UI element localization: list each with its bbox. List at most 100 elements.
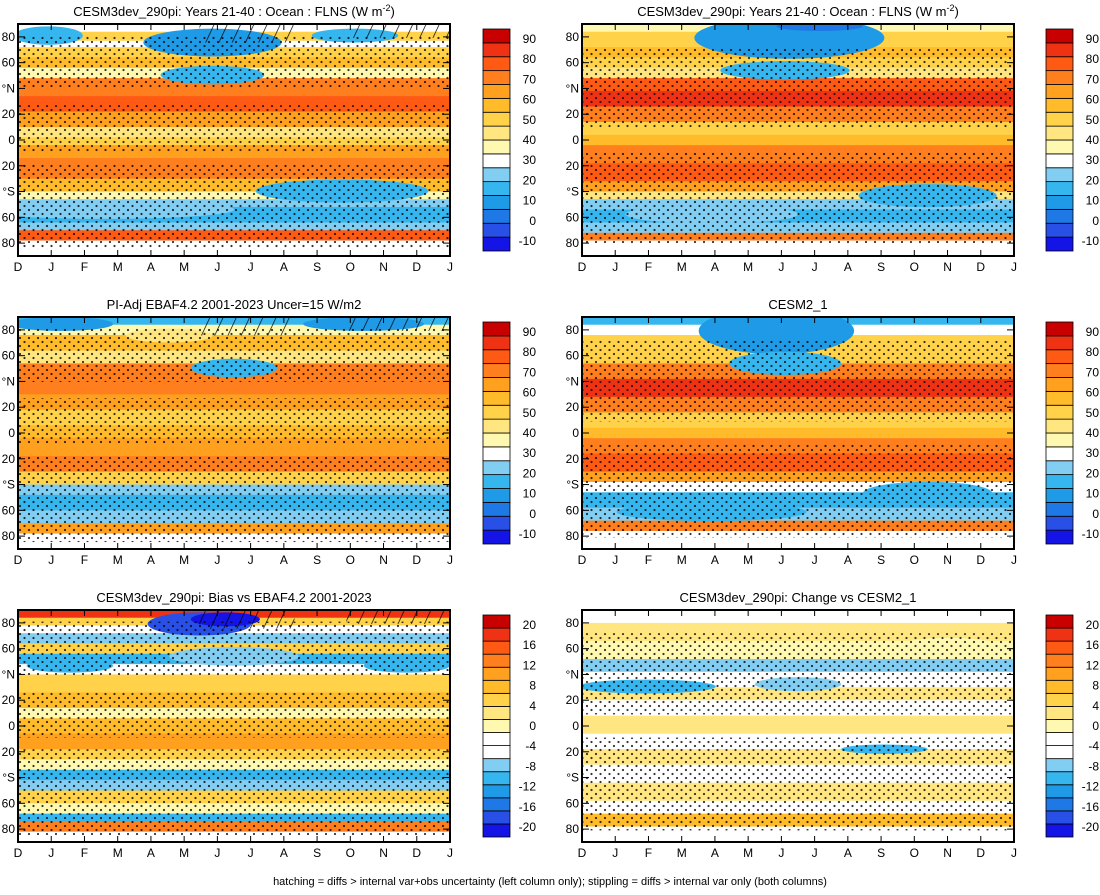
x-tick-label: A <box>147 553 155 567</box>
colorbar-swatch <box>1045 706 1074 720</box>
colorbar-label: 90 <box>1086 32 1100 46</box>
colorbar-label: 30 <box>1086 446 1100 460</box>
colorbar-label: -8 <box>1088 759 1099 773</box>
colorbar-label: -16 <box>519 800 537 814</box>
x-tick-label: J <box>48 553 54 567</box>
colorbar-swatch <box>482 706 511 720</box>
colorbar-swatch <box>1045 529 1074 545</box>
colorbar-label: 90 <box>1086 325 1100 339</box>
colorbar-swatch <box>1045 692 1074 707</box>
contour-band <box>582 134 1014 146</box>
panel-2: D J F M A M J J A S O N D J 80 60 °N 20 0 20 °S 60 80 CESM3dev_… <box>566 3 1100 274</box>
title-main: CESM2_1 <box>768 297 827 312</box>
colorbar-swatch <box>482 432 511 448</box>
colorbar-swatch <box>482 70 511 85</box>
y-tick-label: 80 <box>566 236 580 250</box>
x-tick-label: J <box>248 846 254 860</box>
colorbar-label: -12 <box>519 780 537 794</box>
x-tick-label: J <box>778 553 784 567</box>
x-tick-label: F <box>645 260 652 274</box>
x-tick-label: O <box>910 846 919 860</box>
y-tick-label: °S <box>566 771 579 785</box>
title-sup: -2 <box>946 3 954 13</box>
hatching <box>346 317 450 331</box>
colorbar-swatch <box>482 321 511 337</box>
contour-band <box>582 427 1014 439</box>
colorbar-label: 10 <box>1086 194 1100 208</box>
colorbar-swatch <box>482 181 511 196</box>
x-tick-label: M <box>179 260 189 274</box>
colorbar-swatch <box>482 719 511 733</box>
y-tick-label: 0 <box>572 133 579 147</box>
colorbar-label: 20 <box>1086 173 1100 187</box>
colorbar-label: 80 <box>523 345 537 359</box>
colorbar-swatch <box>482 732 511 746</box>
colorbar-label: 70 <box>1086 72 1100 86</box>
colorbar-label: 10 <box>1086 487 1100 501</box>
stippling <box>18 328 450 382</box>
y-tick-label: 20 <box>2 693 16 707</box>
panel-title: CESM3dev_290pi: Years 21-40 : Ocean : FL… <box>73 3 395 19</box>
x-tick-label: J <box>248 260 254 274</box>
stippling <box>18 456 450 543</box>
colorbar-label: -20 <box>519 820 537 834</box>
colorbar-label: 70 <box>523 72 537 86</box>
colorbar-label: -4 <box>1088 739 1099 753</box>
x-tick-label: J <box>812 846 818 860</box>
x-tick-label: F <box>81 846 88 860</box>
hatching <box>199 24 295 43</box>
colorbar-swatch <box>1045 125 1074 141</box>
title-main: CESM3dev_290pi: Years 21-40 : Ocean : FL… <box>73 4 382 19</box>
y-tick-label: 80 <box>566 323 580 337</box>
panel-title: PI-Adj EBAF4.2 2001-2023 Uncer=15 W/m2 <box>107 297 362 312</box>
colorbar-swatch <box>482 515 511 531</box>
x-tick-label: N <box>379 260 388 274</box>
x-tick-label: N <box>943 553 952 567</box>
panel-5: D J F M A M J J A S O N D J8060°N20020°S6080CESM3dev_… <box>2 590 537 860</box>
colorbar-swatch <box>482 627 511 642</box>
x-tick-label: O <box>910 260 919 274</box>
colorbar-label: 70 <box>1086 365 1100 379</box>
y-tick-label: 60 <box>2 210 16 224</box>
title-main: PI-Adj EBAF4.2 2001-2023 Uncer=15 W/m2 <box>107 297 362 312</box>
colorbar-swatch <box>1045 181 1074 196</box>
x-tick-label: J <box>612 553 618 567</box>
colorbar-swatch <box>482 222 511 238</box>
x-tick-label: M <box>179 553 189 567</box>
colorbar-label: 30 <box>523 153 537 167</box>
colorbar-label: 8 <box>529 679 536 693</box>
colorbar-label: -10 <box>519 234 537 248</box>
x-tick-label: J <box>447 846 453 860</box>
x-tick-label: D <box>14 260 23 274</box>
colorbar-label: 30 <box>523 446 537 460</box>
stippling <box>18 621 450 675</box>
x-tick-label: D <box>976 553 985 567</box>
y-tick-label: 60 <box>566 796 580 810</box>
colorbar-swatch <box>1045 195 1074 210</box>
stippling <box>18 163 450 250</box>
y-tick-label: 20 <box>2 107 16 121</box>
y-tick-label: 20 <box>2 159 16 173</box>
y-tick-label: 60 <box>566 503 580 517</box>
x-tick-label: J <box>778 260 784 274</box>
colorbar-label: 16 <box>1086 638 1100 652</box>
y-tick-label: 0 <box>8 133 15 147</box>
x-tick-label: A <box>280 846 288 860</box>
y-tick-label: 60 <box>566 210 580 224</box>
colorbar-swatch <box>482 529 511 545</box>
colorbar-swatch <box>482 42 511 58</box>
hatching <box>199 610 295 629</box>
colorbar-label: 20 <box>1086 466 1100 480</box>
colorbar-label: 4 <box>1092 699 1099 713</box>
y-tick-label: 80 <box>566 529 580 543</box>
colorbar-label: -10 <box>1082 234 1100 248</box>
colorbar-label: -8 <box>525 759 536 773</box>
colorbar-label: 50 <box>1086 113 1100 127</box>
y-tick-label: °S <box>566 478 579 492</box>
y-tick-label: 80 <box>2 616 16 630</box>
colorbar-swatch <box>1045 111 1074 127</box>
colorbar-swatch <box>1045 153 1074 169</box>
colorbar-swatch <box>1045 460 1074 476</box>
x-tick-label: F <box>645 846 652 860</box>
x-tick-label: M <box>677 553 687 567</box>
